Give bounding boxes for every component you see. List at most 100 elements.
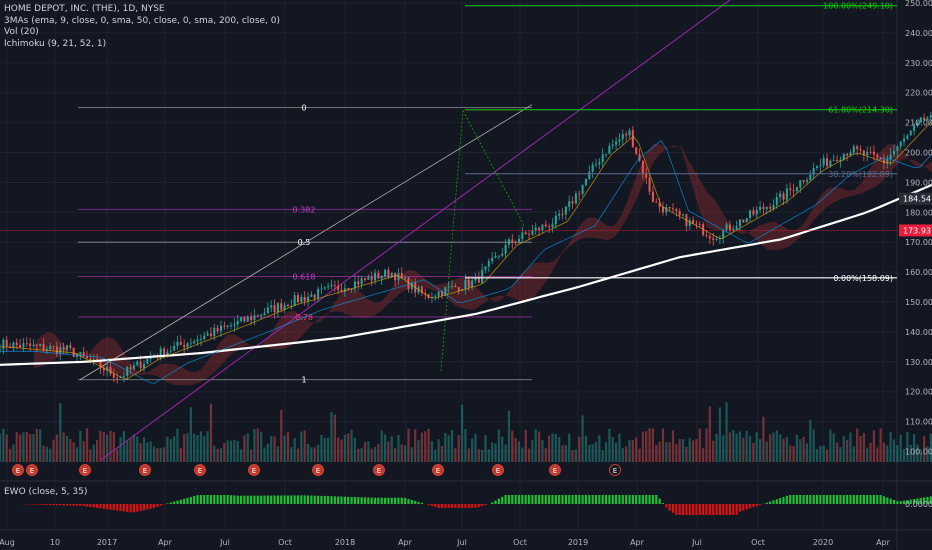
volume-bar [611,436,614,462]
candle-body [297,295,300,303]
volume-bar [685,446,688,462]
candle-body [668,207,671,209]
volume-bar [109,430,112,462]
time-tick-label: 2019 [568,538,588,547]
volume-bar [544,448,547,462]
volume-bar [912,434,916,462]
volume-bar [715,433,718,462]
volume-bar [45,446,48,462]
ichimoku-indicator-label[interactable]: Ichimoku (9, 21, 52, 1) [4,38,107,49]
volume-bar [517,441,521,462]
volume-bar [534,429,537,462]
candle-body [337,285,340,290]
candle-body [173,345,176,351]
candle-body [440,291,443,296]
ewo-bar [340,496,343,504]
candle-body [240,317,243,322]
earnings-marker [79,464,91,476]
volume-bar [511,430,514,462]
time-axis[interactable]: Aug 10 2017 Apr Jul Oct 2018 Apr Jul Oct 2019 Apr Ju… [0,538,891,547]
volume-indicator-label[interactable]: Vol (20) [4,27,39,37]
volume-bar [102,431,105,462]
candle-body [732,229,735,231]
volume-bar [142,437,146,462]
volume-bar [12,444,15,462]
ewo-bar [705,504,708,515]
ewo-legend[interactable]: EWO (close, 5, 35) [4,487,88,497]
volume-bar [156,447,159,462]
volume-bar [119,437,122,462]
volume-bar [454,448,457,462]
volume-bar [270,436,273,462]
volume-bar [290,447,293,462]
candle-body [896,146,899,151]
volume-bar [8,449,12,462]
volume-bar [758,439,762,462]
volume-bar [343,434,346,462]
candle-body [2,339,5,350]
volume-bar [59,403,62,462]
volume-bar [635,437,638,462]
volume-bar [862,432,865,462]
volume-bar [527,448,531,462]
symbol-title[interactable]: HOME DEPOT, INC. (THE), 1D, NYSE [4,4,165,14]
candle-body [307,296,310,302]
ewo-bar [266,495,269,504]
ewo-bar [464,504,467,508]
volume-bar [795,434,799,462]
price-tick-label: 140.00 [905,328,932,337]
volume-bar [735,433,738,462]
volume-bar [434,449,437,462]
volume-bar [15,432,18,462]
candle-body [672,208,675,210]
ewo-bar [72,504,75,506]
earnings-label: E [30,467,34,475]
volume-bar [916,444,919,462]
candle-body [839,159,842,162]
ewo-bar [779,498,782,504]
ewo-bar [357,497,360,504]
candle-body [785,188,788,200]
ewo-bar [270,495,273,504]
time-tick-label: Jul [219,538,230,547]
volume-bar [631,439,634,462]
candle-body [437,291,440,297]
candle-body [561,213,564,215]
candle-body [504,244,507,254]
ewo-bar [799,495,802,504]
candle-body [852,146,855,153]
ewo-bar [166,503,169,504]
ewo-bar [735,504,738,515]
candle-body [139,361,142,369]
ewo-bar [96,504,99,508]
ewo-bar [353,497,357,504]
ewo-bar [501,496,504,504]
volume-bar [189,407,192,462]
volume-bar [330,412,333,462]
price-axis[interactable]: 100.00 110.00 120.00 130.00 140.00 150.00 160.… [905,0,932,509]
volume-bar [42,445,45,462]
volume-bar [752,442,755,462]
volume-bar [0,433,2,462]
time-tick-label: Apr [630,538,645,547]
candle-body [802,180,805,182]
earnings-marker [492,464,504,476]
volume-bar [193,433,196,462]
price-tick-label: 180.00 [905,208,932,217]
ewo-bar [923,497,926,504]
ewo-bar [725,504,728,515]
ewo-bar [722,504,725,515]
volume-bar [387,441,390,462]
ewo-bar [327,496,330,504]
candle-body [648,177,651,192]
candle-body [52,346,55,347]
ma-indicator-label[interactable]: 3MAs (ema, 9, close, 0, sma, 50, close, … [4,15,280,26]
candle-body [775,197,778,206]
time-tick-label: 2018 [335,538,355,547]
candle-body [906,135,909,139]
candle-body [688,220,691,226]
ewo-bar [373,497,377,504]
candle-body [206,333,209,336]
ewo-bar [337,496,340,504]
